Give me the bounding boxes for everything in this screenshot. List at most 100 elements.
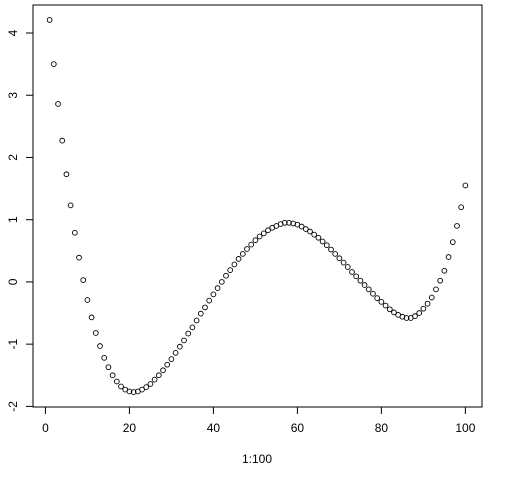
point [382, 302, 389, 309]
point [370, 290, 376, 297]
point [252, 237, 259, 244]
y-tick-label: 1 [6, 216, 20, 223]
point [298, 223, 305, 230]
point [92, 330, 99, 336]
point [164, 361, 171, 368]
point [139, 386, 145, 393]
point [344, 264, 351, 270]
point [231, 261, 238, 268]
y-tick-label: -2 [6, 401, 20, 412]
x-tick-label: 60 [291, 421, 305, 435]
point [281, 219, 288, 226]
x-tick-label: 100 [455, 421, 475, 435]
point [206, 297, 213, 304]
point [185, 330, 192, 337]
point [332, 251, 339, 257]
point [319, 238, 326, 245]
x-tick-label: 20 [123, 421, 137, 435]
point [361, 282, 368, 288]
point [403, 315, 410, 321]
point [172, 350, 179, 356]
point [265, 227, 271, 234]
point [420, 305, 427, 312]
point [412, 313, 418, 319]
point [130, 389, 137, 395]
point [449, 239, 456, 245]
y-tick-label: -1 [6, 338, 20, 349]
x-tick-label: 40 [207, 421, 221, 435]
point [88, 314, 95, 321]
point [437, 277, 444, 284]
point [386, 306, 393, 313]
point [214, 285, 221, 291]
point [181, 337, 187, 344]
point [315, 234, 322, 241]
point [97, 343, 103, 349]
point [63, 171, 70, 178]
point [55, 101, 61, 107]
point [76, 254, 82, 261]
point [160, 367, 166, 374]
point [227, 267, 234, 273]
x-tick-label: 80 [375, 421, 389, 435]
point [391, 309, 397, 316]
point [248, 241, 255, 248]
point [101, 354, 108, 361]
point [109, 372, 116, 379]
point [80, 277, 87, 283]
point [365, 286, 372, 293]
point [458, 204, 465, 211]
point [168, 356, 175, 362]
point [307, 228, 313, 235]
point [462, 182, 469, 189]
point [445, 254, 452, 260]
y-tick-label: 2 [6, 154, 20, 161]
point [59, 137, 66, 144]
x-tick-label: 0 [42, 421, 49, 435]
point [336, 255, 343, 262]
point [218, 279, 225, 285]
point [210, 291, 217, 298]
point [46, 17, 53, 23]
point [197, 310, 204, 317]
point [424, 300, 431, 307]
point [302, 226, 309, 232]
point [256, 233, 263, 240]
point [223, 272, 229, 279]
point [151, 376, 158, 383]
point [84, 297, 91, 303]
point [416, 310, 423, 316]
point [118, 383, 124, 390]
point [357, 277, 364, 284]
point [176, 343, 183, 350]
y-tick-label: 0 [6, 278, 20, 285]
point [353, 273, 360, 280]
point [113, 378, 120, 385]
point [260, 230, 267, 237]
point [126, 388, 133, 395]
y-tick-label: 3 [6, 92, 20, 99]
point [193, 317, 200, 324]
point [202, 304, 208, 311]
point [311, 231, 318, 238]
point [105, 364, 112, 371]
point [323, 242, 330, 249]
point [147, 381, 154, 387]
point [239, 251, 246, 257]
point [349, 269, 355, 275]
point [244, 246, 250, 252]
plot-box [32, 4, 483, 408]
point [441, 267, 448, 274]
point [433, 286, 439, 293]
point [374, 295, 381, 301]
point [378, 298, 385, 305]
point [50, 61, 57, 67]
point [340, 259, 347, 266]
point [328, 246, 334, 253]
point [71, 229, 78, 236]
point [428, 294, 435, 301]
point [143, 384, 150, 390]
point [67, 202, 74, 209]
